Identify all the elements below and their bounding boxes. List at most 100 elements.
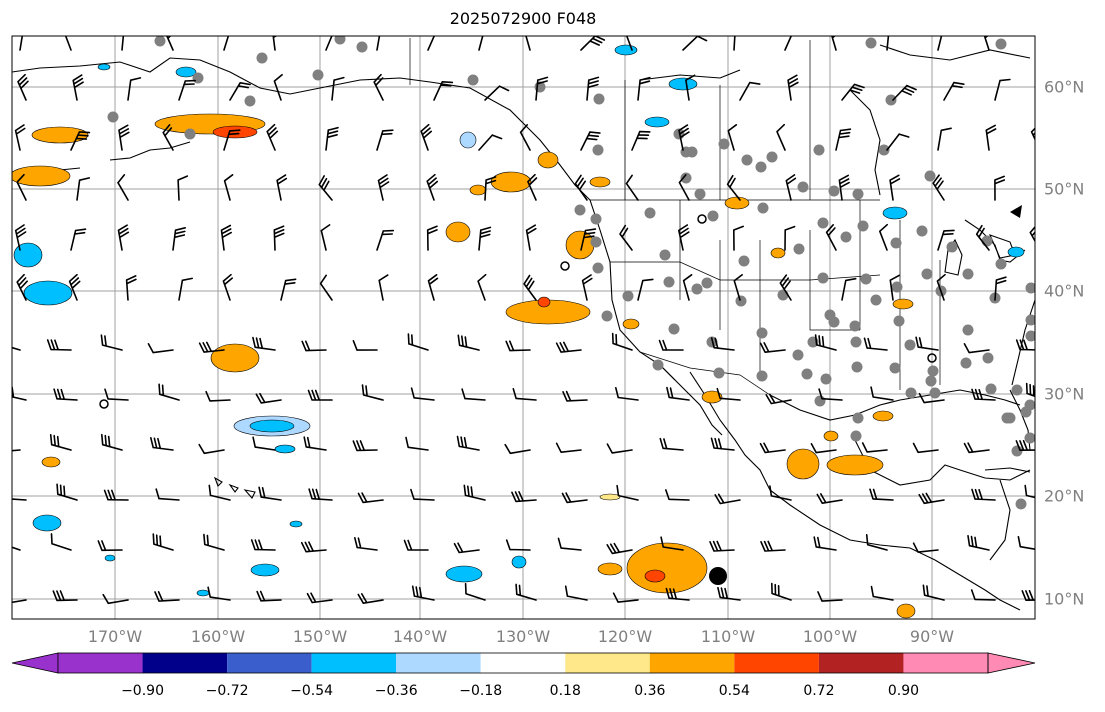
- wind-barb: [1029, 225, 1035, 243]
- wind-barb: [478, 36, 484, 51]
- wind-barb: [307, 389, 333, 401]
- wind-barb: [178, 277, 193, 301]
- contour-fill: [823, 430, 839, 442]
- wind-barb: [889, 274, 900, 301]
- wind-barb: [306, 592, 333, 604]
- wind-barb: [410, 387, 435, 401]
- wind-barb: [162, 124, 174, 151]
- contour-fill: [724, 196, 750, 210]
- wind-barb: [121, 36, 125, 51]
- contour-fill: [511, 555, 527, 569]
- wind-barb: [515, 583, 537, 601]
- wind-barb: [619, 224, 633, 251]
- wind-barb: [457, 334, 480, 351]
- wind-barb: [68, 273, 81, 301]
- wind-barb: [580, 36, 606, 51]
- wind-barb: [325, 36, 333, 51]
- station-marker: [756, 327, 768, 339]
- longitude-label: 140°W: [392, 627, 448, 646]
- wind-barb: [12, 498, 27, 501]
- wind-barb: [1015, 440, 1035, 451]
- wind-barb: [76, 177, 91, 201]
- wind-barb: [865, 534, 888, 551]
- wind-barb: [835, 128, 852, 151]
- station-marker: [686, 146, 698, 158]
- wind-barb: [198, 443, 225, 455]
- station-marker: [889, 362, 901, 374]
- colorbar-extend-low: [11, 652, 59, 674]
- wind-barb: [357, 492, 384, 504]
- station-marker: [820, 373, 832, 385]
- wind-barb: [102, 593, 129, 605]
- wind-barb: [276, 174, 288, 201]
- station-marker: [244, 95, 256, 107]
- wind-barb: [50, 533, 72, 551]
- wind-barb: [685, 74, 696, 101]
- wind-barb: [564, 585, 588, 601]
- contour-fill: [892, 298, 914, 310]
- station-marker: [924, 170, 936, 182]
- station-marker: [735, 295, 747, 307]
- contour-fill: [175, 66, 197, 78]
- station-marker: [601, 310, 613, 322]
- station-marker: [860, 273, 872, 285]
- wind-barb: [118, 124, 130, 151]
- station-marker: [792, 349, 804, 361]
- station-marker: [840, 231, 852, 243]
- wind-barb: [616, 484, 639, 501]
- wind-barb: [72, 74, 84, 101]
- colorbar-frame: [57, 652, 989, 674]
- wind-barb: [427, 274, 439, 301]
- wind-barb: [154, 591, 180, 602]
- colorbar-cell: [734, 653, 819, 673]
- station-marker: [870, 294, 882, 306]
- wind-barb: [300, 541, 327, 553]
- wind-barb: [377, 174, 390, 201]
- wind-barb: [354, 537, 378, 551]
- shaded-contours: [12, 44, 1025, 619]
- wind-barb: [407, 333, 429, 351]
- station-marker: [652, 359, 664, 371]
- wind-barb: [912, 542, 939, 553]
- wind-barb: [710, 337, 735, 351]
- wind-barb: [478, 134, 503, 151]
- wind-barb: [172, 227, 186, 251]
- wind-barb: [223, 36, 230, 51]
- map-frame: [11, 35, 1036, 620]
- wind-barb: [918, 492, 945, 505]
- wind-barb: [733, 274, 743, 301]
- colorbar-cell: [396, 653, 481, 673]
- station-marker: [801, 368, 813, 380]
- colorbar-tick-label: −0.36: [374, 683, 418, 699]
- station-marker: [256, 52, 268, 64]
- latitude-label: 30°N: [1044, 384, 1085, 404]
- colorbar-cell: [480, 653, 566, 673]
- wind-barb: [453, 542, 480, 554]
- contour-fill: [274, 444, 296, 454]
- station-marker: [878, 144, 890, 156]
- latitude-label: 60°N: [1044, 77, 1085, 97]
- wind-barb: [301, 340, 327, 352]
- wind-barb: [527, 173, 538, 201]
- wind-barb: [49, 434, 72, 451]
- wind-barb: [320, 224, 331, 251]
- wind-barb: [178, 79, 196, 101]
- station-marker: [574, 204, 586, 216]
- contour-fill: [13, 242, 43, 268]
- triangle-marker: [1010, 205, 1022, 218]
- wind-barb: [70, 131, 91, 151]
- wind-barb: [784, 225, 796, 251]
- station-marker: [960, 357, 972, 369]
- wind-barb: [637, 76, 651, 101]
- wind-barb: [771, 582, 792, 601]
- contour-fill: [445, 221, 471, 243]
- wind-barb: [967, 535, 990, 551]
- station-marker: [995, 38, 1007, 50]
- wind-barb: [943, 81, 965, 101]
- contour-fill: [249, 419, 295, 433]
- wind-barb: [504, 443, 531, 455]
- wind-barb: [557, 537, 582, 551]
- wind-barbs: [12, 36, 1035, 605]
- wind-barb: [535, 76, 549, 101]
- wind-barb: [936, 273, 946, 301]
